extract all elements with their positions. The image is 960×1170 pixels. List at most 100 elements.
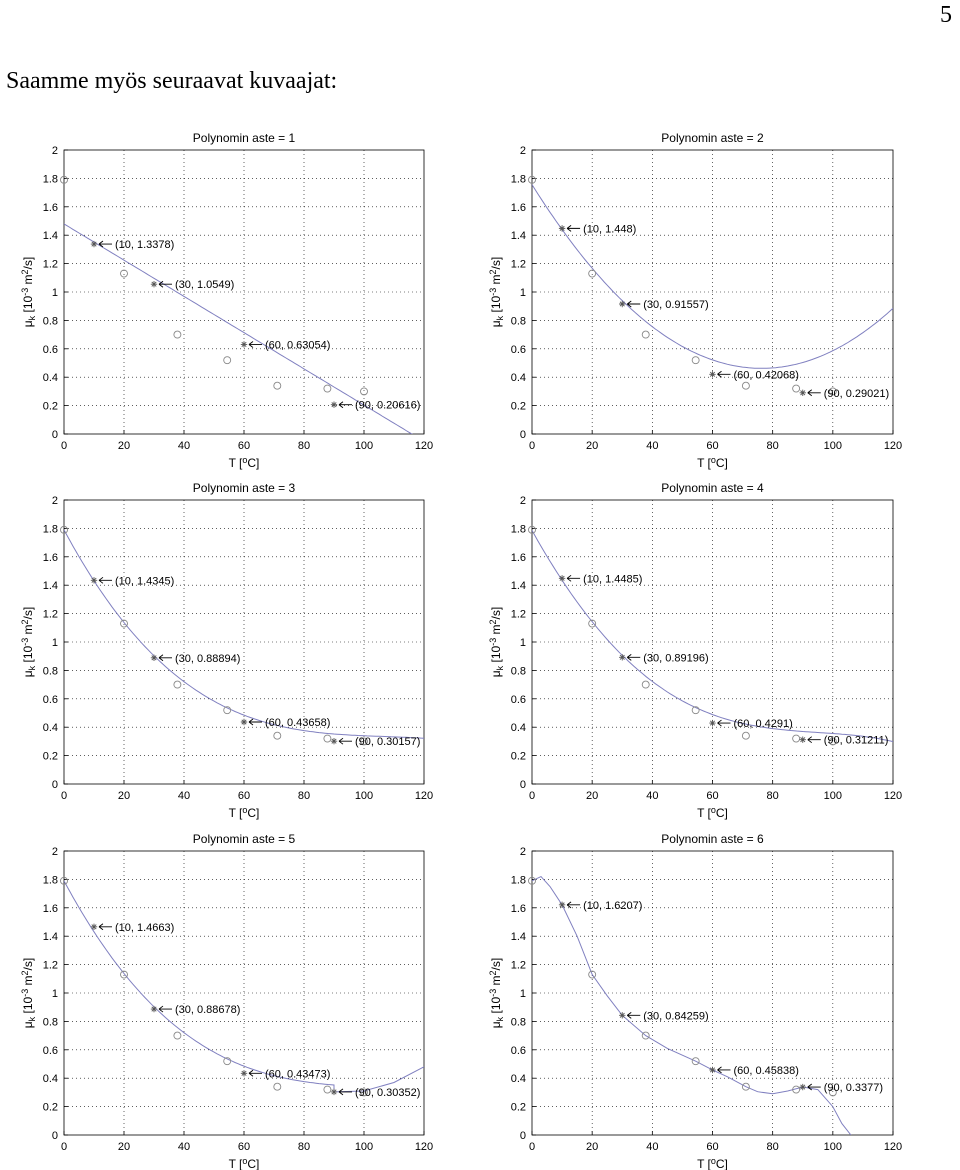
data-point bbox=[223, 356, 232, 365]
x-tick-label: 100 bbox=[824, 1141, 842, 1153]
y-tick-label: 1.2 bbox=[511, 960, 526, 972]
page-heading: Saamme myös seuraavat kuvaajat: bbox=[6, 68, 338, 94]
annotation-marker bbox=[619, 654, 626, 661]
y-tick-label: 0.6 bbox=[511, 344, 526, 356]
data-point bbox=[273, 1082, 282, 1091]
data-point bbox=[691, 356, 700, 365]
y-tick-label: 1 bbox=[520, 988, 526, 1000]
y-tick-label: 0.8 bbox=[43, 1016, 58, 1028]
x-tick-label: 40 bbox=[646, 790, 658, 802]
y-tick-label: 1.4 bbox=[511, 230, 526, 242]
annotation-marker bbox=[240, 718, 248, 726]
x-tick-label: 120 bbox=[884, 1141, 902, 1153]
x-tick-label: 20 bbox=[586, 1141, 598, 1153]
x-tick-label: 80 bbox=[298, 790, 310, 802]
x-tick-label: 60 bbox=[238, 1141, 250, 1153]
x-tick-label: 0 bbox=[61, 1141, 67, 1153]
fit-curve bbox=[532, 875, 852, 1135]
x-tick-label: 60 bbox=[706, 440, 718, 452]
y-axis-label: μk [10-3 m2/s] bbox=[20, 958, 37, 1028]
y-tick-label: 0.4 bbox=[511, 722, 526, 734]
data-point bbox=[828, 387, 837, 396]
y-tick-label: 0.6 bbox=[43, 344, 58, 356]
y-tick-label: 0.4 bbox=[511, 1073, 526, 1085]
chart-title: Polynomin aste = 1 bbox=[193, 131, 296, 145]
fit-curve bbox=[532, 184, 893, 369]
data-point bbox=[120, 619, 128, 628]
y-tick-label: 0.2 bbox=[43, 401, 58, 413]
annotation-marker bbox=[330, 401, 338, 408]
x-tick-label: 60 bbox=[238, 790, 250, 802]
y-tick-label: 0.4 bbox=[511, 372, 526, 384]
data-point bbox=[588, 269, 597, 278]
x-tick-label: 0 bbox=[529, 1141, 535, 1153]
y-tick-label: 0 bbox=[52, 429, 58, 441]
annotation-label: (90, 0.29021) bbox=[824, 388, 889, 400]
annotation-arrow bbox=[158, 654, 172, 662]
annotation-arrow bbox=[566, 901, 581, 909]
chart-5: 0 20 40 60 80 100 120 0 0.2 0.4 0.6 0.8 1 1.2 1.4 1.6 1.… bbox=[20, 832, 433, 1170]
data-point bbox=[741, 731, 750, 740]
y-axis-label: μk [10-3 m2/s] bbox=[20, 607, 37, 677]
y-tick-label: 0.6 bbox=[511, 1045, 526, 1057]
data-point bbox=[120, 970, 128, 979]
annotation-marker bbox=[619, 300, 626, 308]
y-tick-label: 2 bbox=[520, 145, 526, 157]
data-point bbox=[223, 706, 232, 715]
annotation-label: (90, 0.20616) bbox=[355, 400, 420, 412]
x-tick-label: 80 bbox=[767, 790, 779, 802]
x-tick-label: 120 bbox=[415, 790, 433, 802]
annotation-label: (60, 0.42068) bbox=[734, 369, 799, 381]
annotation-label: (60, 0.43473) bbox=[265, 1068, 330, 1080]
fit-curve bbox=[64, 880, 424, 1093]
y-tick-label: 1.8 bbox=[43, 874, 58, 886]
annotation-label: (60, 0.4291) bbox=[734, 718, 793, 730]
x-axis-label: T [oC] bbox=[229, 805, 260, 820]
y-tick-label: 2 bbox=[520, 495, 526, 507]
x-tick-label: 120 bbox=[884, 790, 902, 802]
annotation-marker bbox=[90, 923, 98, 930]
data-point bbox=[323, 734, 332, 743]
y-tick-label: 0.8 bbox=[511, 315, 526, 327]
y-tick-label: 1.4 bbox=[43, 230, 58, 242]
annotation-arrow bbox=[717, 719, 731, 727]
x-tick-label: 0 bbox=[529, 440, 535, 452]
annotation-marker bbox=[330, 737, 338, 745]
chart-2: 0 20 40 60 80 100 120 0 0.2 0.4 0.6 0.8 1 1.2 1.4 1.6 1.… bbox=[488, 131, 902, 470]
annotation-marker bbox=[709, 371, 716, 378]
y-tick-label: 1 bbox=[52, 988, 58, 1000]
x-tick-label: 100 bbox=[355, 790, 373, 802]
data-point bbox=[60, 876, 68, 885]
y-tick-label: 0.2 bbox=[43, 1102, 58, 1114]
x-tick-label: 80 bbox=[767, 1141, 779, 1153]
y-tick-label: 1.6 bbox=[43, 552, 58, 564]
data-point bbox=[528, 876, 536, 885]
chart-title: Polynomin aste = 6 bbox=[661, 832, 764, 846]
x-axis-label: T [oC] bbox=[697, 455, 728, 470]
y-tick-label: 1.2 bbox=[43, 259, 58, 271]
annotation-arrow bbox=[248, 341, 262, 348]
data-point bbox=[323, 1085, 332, 1094]
y-tick-label: 0.4 bbox=[43, 1073, 58, 1085]
data-point bbox=[588, 619, 597, 628]
y-tick-label: 1.4 bbox=[43, 580, 58, 592]
y-tick-label: 1.6 bbox=[511, 202, 526, 214]
fit-curve bbox=[64, 529, 424, 739]
annotation-arrow bbox=[98, 923, 112, 931]
y-tick-label: 1.2 bbox=[43, 960, 58, 972]
annotation-label: (10, 1.4663) bbox=[115, 922, 174, 934]
chart-title: Polynomin aste = 2 bbox=[661, 131, 764, 145]
x-tick-label: 40 bbox=[646, 440, 658, 452]
x-tick-label: 40 bbox=[178, 790, 190, 802]
y-tick-label: 1.4 bbox=[43, 931, 58, 943]
x-tick-label: 0 bbox=[529, 790, 535, 802]
data-point bbox=[641, 330, 650, 339]
chart-6: 0 20 40 60 80 100 120 0 0.2 0.4 0.6 0.8 1 1.2 1.4 1.6 1.… bbox=[488, 832, 902, 1170]
y-tick-label: 2 bbox=[520, 846, 526, 858]
annotation-label: (60, 0.63054) bbox=[265, 339, 330, 351]
x-tick-label: 20 bbox=[118, 790, 130, 802]
annotation-label: (30, 0.88894) bbox=[175, 653, 240, 665]
x-tick-label: 100 bbox=[355, 1141, 373, 1153]
annotation-label: (30, 0.88678) bbox=[175, 1004, 240, 1016]
data-point bbox=[273, 381, 282, 390]
